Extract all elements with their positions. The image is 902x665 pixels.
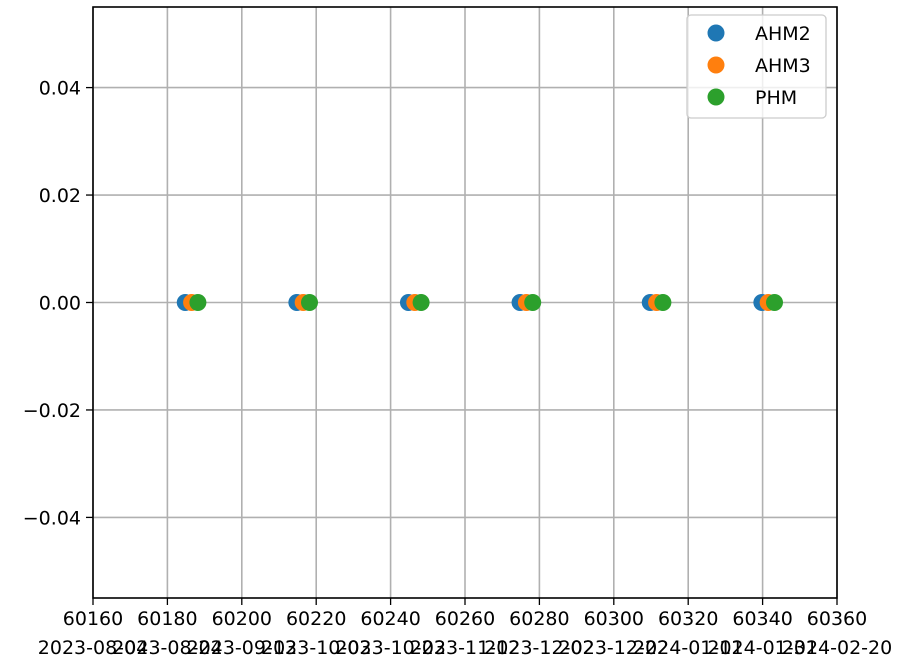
x-tick-label: 60220 xyxy=(286,608,346,630)
legend-marker xyxy=(707,24,725,42)
data-point-phm xyxy=(524,294,542,311)
data-points xyxy=(176,294,784,311)
data-point-phm xyxy=(301,294,319,311)
legend-marker xyxy=(707,56,725,74)
x-tick-label: 60160 xyxy=(63,608,123,630)
x-date-tick-label: 2023-12-02 xyxy=(484,637,594,659)
x-date-tick-label: 2023-10-03 xyxy=(261,637,371,659)
x-date-tick-label: 2023-12-22 xyxy=(559,637,669,659)
x-tick-label: 60280 xyxy=(509,608,569,630)
x-date-tick-label: 2023-08-04 xyxy=(38,637,148,659)
legend-marker xyxy=(707,88,725,106)
x-tick-label: 60360 xyxy=(807,608,867,630)
x-tick-label: 60340 xyxy=(732,608,792,630)
legend-label: AHM3 xyxy=(755,55,811,77)
x-date-tick-label: 2024-02-20 xyxy=(782,637,892,659)
legend-label: PHM xyxy=(755,87,797,109)
y-tick-label: 0.00 xyxy=(39,293,81,315)
x-tick-label: 60240 xyxy=(360,608,420,630)
data-point-phm xyxy=(766,294,784,311)
x-tick-label: 60260 xyxy=(435,608,495,630)
y-tick-label: 0.02 xyxy=(39,185,81,207)
y-tick-label: 0.04 xyxy=(39,78,81,100)
x-date-tick-label: 2023-11-12 xyxy=(410,637,520,659)
data-point-phm xyxy=(412,294,430,311)
y-tick-label: −0.04 xyxy=(23,507,81,529)
x-tick-label: 60200 xyxy=(212,608,272,630)
x-tick-label: 60180 xyxy=(137,608,197,630)
x-date-tick-label: 2023-09-13 xyxy=(187,637,297,659)
plot-frame xyxy=(92,6,838,599)
x-date-tick-label: 2023-08-24 xyxy=(112,637,222,659)
x-date-tick-label: 2024-01-11 xyxy=(633,637,743,659)
x-tick-label: 60320 xyxy=(658,608,718,630)
y-tick-label: −0.02 xyxy=(23,400,81,422)
y-axis-ticks: −0.04 −0.02 0.00 0.02 0.04 xyxy=(23,78,93,529)
x-axis-ticks: 60160 2023-08-04 60180 2023-08-24 60200 2023-… xyxy=(38,598,892,659)
legend-label: AHM2 xyxy=(755,23,811,45)
x-tick-label: 60300 xyxy=(584,608,644,630)
x-date-tick-label: 2024-01-31 xyxy=(707,637,817,659)
legend: AHM2 AHM3 PHM xyxy=(686,14,827,119)
data-point-phm xyxy=(189,294,207,311)
x-date-tick-label: 2023-10-23 xyxy=(335,637,445,659)
data-point-phm xyxy=(654,294,672,311)
